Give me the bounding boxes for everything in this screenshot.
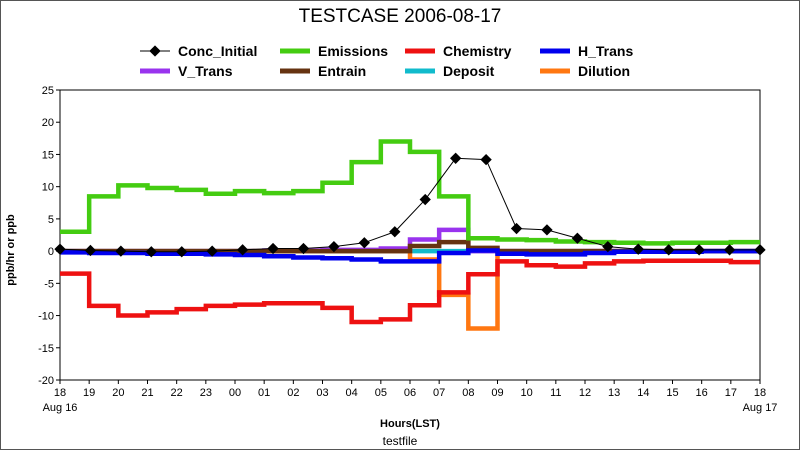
x-tick-label: 06 <box>404 387 416 399</box>
x-tick-label: 08 <box>462 387 474 399</box>
data-point-marker <box>602 240 614 253</box>
x-tick-label: 23 <box>200 387 212 399</box>
series-line <box>60 258 760 325</box>
x-tick-label: 04 <box>346 387 358 399</box>
legend-item-emissions: Emissions <box>280 43 388 59</box>
data-point-marker <box>571 232 584 244</box>
legend-item-entrain: Entrain <box>280 63 366 79</box>
plot-area <box>59 89 761 381</box>
y-tick-label: -15 <box>38 343 54 355</box>
x-tick-label: 05 <box>375 387 387 399</box>
legend-label: Deposit <box>443 63 495 79</box>
series-line <box>60 139 760 246</box>
footer-filename: testfile <box>383 434 418 448</box>
data-point-marker <box>754 244 766 256</box>
y-axis-label: ppb/hr or ppb <box>5 214 17 286</box>
x-axis: 18 19 20 21 22 23 00 01 02 03 04 05 06 07 08 09 10 11 12 13… <box>43 380 778 414</box>
x-tick-label: 14 <box>637 387 649 399</box>
data-point-marker <box>145 246 157 258</box>
chart-title: TESTCASE 2006-08-17 <box>299 6 502 27</box>
series-chemistry <box>60 258 760 325</box>
x-tick-label: 16 <box>696 387 708 399</box>
y-tick-label: 20 <box>42 117 54 129</box>
legend-item-v-trans: V_Trans <box>140 63 233 79</box>
data-point-marker <box>632 243 644 255</box>
series-h-trans <box>60 248 760 264</box>
x-tick-label: 11 <box>550 387 561 399</box>
y-tick-label: 0 <box>48 246 54 258</box>
y-tick-label: -20 <box>38 375 54 387</box>
legend-label: Entrain <box>318 63 366 79</box>
legend-label: Conc_Initial <box>178 43 257 59</box>
legend-label: Chemistry <box>443 43 512 59</box>
data-point-marker <box>267 242 279 255</box>
x-axis-label: Hours(LST) <box>380 418 440 430</box>
legend-item-dilution: Dilution <box>540 63 630 79</box>
x-tick-label: 19 <box>83 387 95 399</box>
legend-label: V_Trans <box>178 63 233 79</box>
data-point-marker <box>206 245 218 257</box>
legend-label: Emissions <box>318 43 388 59</box>
legend-label: Dilution <box>578 63 630 79</box>
series-line <box>60 248 760 264</box>
x-tick-label: 18 <box>754 387 766 399</box>
x-tick-label: 15 <box>666 387 678 399</box>
legend-marker <box>149 45 161 57</box>
y-axis: -20 -15 -10 -5 0 5 10 15 20 25 <box>38 85 60 387</box>
data-point-marker <box>236 244 249 256</box>
x-tick-label: 00 <box>229 387 241 399</box>
data-point-marker <box>358 237 371 249</box>
legend: Conc_Initial Emissions Chemistry H_Trans V_T… <box>140 43 633 79</box>
x-tick-label: 03 <box>316 387 328 399</box>
data-point-marker <box>510 222 523 235</box>
x-date-label-start: Aug 16 <box>43 402 78 414</box>
data-point-marker <box>723 244 736 256</box>
x-tick-label: 07 <box>433 387 445 399</box>
series-emissions <box>60 139 760 246</box>
x-tick-label: 09 <box>491 387 503 399</box>
x-tick-label: 02 <box>287 387 299 399</box>
x-tick-label: 17 <box>725 387 737 399</box>
data-point-marker <box>449 152 462 164</box>
y-tick-label: 10 <box>42 182 54 194</box>
y-tick-label: -5 <box>44 278 54 290</box>
x-tick-label: 20 <box>112 387 124 399</box>
data-point-marker <box>54 243 66 255</box>
legend-item-deposit: Deposit <box>405 63 495 79</box>
y-tick-label: 5 <box>48 214 54 226</box>
data-point-marker <box>176 246 188 258</box>
legend-item-h-trans: H_Trans <box>540 43 633 59</box>
data-point-marker <box>693 244 705 256</box>
x-date-label-end: Aug 17 <box>743 402 778 414</box>
legend-item-chemistry: Chemistry <box>405 43 512 59</box>
x-tick-label: 01 <box>258 387 270 399</box>
data-point-marker <box>663 244 675 256</box>
data-point-marker <box>389 226 401 238</box>
data-point-marker <box>419 193 431 206</box>
series-layer <box>54 139 766 331</box>
x-tick-label: 22 <box>171 387 183 399</box>
y-tick-label: 25 <box>42 85 54 97</box>
x-tick-label: 13 <box>608 387 620 399</box>
legend-item-conc-initial: Conc_Initial <box>140 43 257 59</box>
legend-label: H_Trans <box>578 43 633 59</box>
y-tick-label: 15 <box>42 149 54 161</box>
data-point-marker <box>297 242 310 255</box>
y-tick-label: -10 <box>38 311 54 323</box>
data-point-marker <box>541 224 553 236</box>
data-point-marker <box>328 240 340 253</box>
x-tick-label: 21 <box>141 387 153 399</box>
x-tick-label: 12 <box>579 387 591 399</box>
data-point-marker <box>480 153 492 166</box>
x-tick-label: 18 <box>54 387 66 399</box>
x-tick-label: 10 <box>521 387 533 399</box>
